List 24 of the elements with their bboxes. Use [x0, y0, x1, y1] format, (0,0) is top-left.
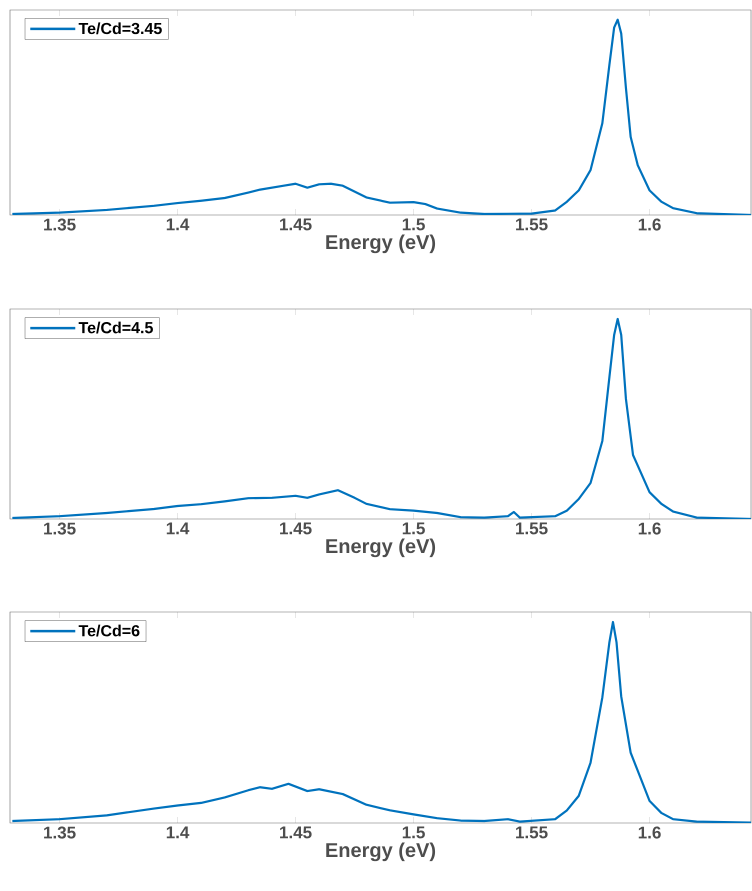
x-tick-label: 1.35 [44, 218, 76, 231]
x-axis-title: Energy (eV) [326, 842, 436, 862]
x-tick-label: 1.5 [402, 826, 425, 838]
x-tick-label: 1.55 [516, 218, 548, 230]
x-tick-label: 1.6 [638, 218, 661, 231]
x-axis-title: Energy (eV) [326, 234, 436, 254]
x-tick-label: 1.5 [402, 218, 425, 230]
x-tick-label: 1.55 [516, 826, 548, 838]
x-tick-label: 1.45 [280, 522, 312, 534]
x-tick-label: 1.55 [516, 522, 548, 534]
x-tick-label: 1.4 [166, 826, 190, 838]
x-tick-label: 1.35 [44, 826, 76, 839]
x-tick-label: 1.6 [638, 826, 661, 839]
x-tick-label: 1.45 [280, 826, 312, 838]
legend-label: Te/Cd=6 [78, 624, 140, 637]
legend-label: Te/Cd=4.5 [78, 322, 153, 334]
x-tick-label: 1.4 [166, 522, 190, 534]
x-tick-label: 1.45 [280, 218, 312, 230]
x-tick-label: 1.5 [402, 522, 425, 534]
x-axis-title: Energy (eV) [326, 538, 436, 558]
x-tick-label: 1.35 [44, 522, 76, 535]
x-tick-label: 1.6 [638, 522, 661, 535]
legend-label: Te/Cd=3.45 [78, 22, 162, 34]
x-tick-label: 1.4 [166, 218, 190, 230]
